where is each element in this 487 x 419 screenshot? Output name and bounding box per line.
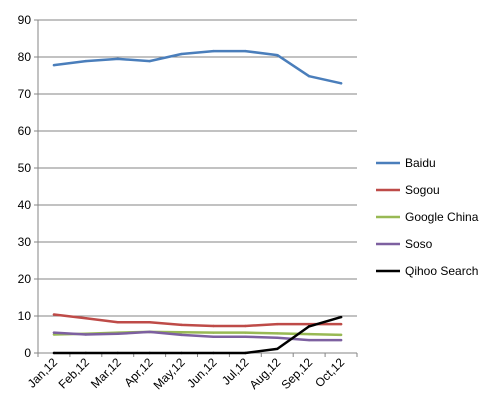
- data-point: [307, 322, 311, 326]
- x-tick-label: Feb,12: [56, 355, 93, 392]
- data-point: [307, 332, 311, 336]
- data-point: [148, 59, 151, 63]
- data-point: [52, 351, 56, 355]
- y-axis-ticks: 0 10 20 30 40 50 60 70 80 90: [18, 13, 38, 360]
- data-point: [339, 333, 343, 337]
- data-point: [339, 82, 343, 85]
- y-tick-label: 0: [24, 346, 31, 360]
- x-tick-label: Oct,12: [312, 355, 347, 390]
- data-point: [276, 322, 279, 326]
- data-point: [244, 331, 247, 334]
- y-tick-label: 20: [18, 272, 32, 286]
- data-point: [212, 335, 215, 338]
- x-tick-label: Aug,12: [247, 355, 284, 392]
- data-point: [116, 321, 119, 324]
- legend-label: Soso: [405, 237, 433, 251]
- data-point: [84, 59, 88, 63]
- data-point: [52, 63, 56, 67]
- x-tick-label: Jun,12: [184, 355, 220, 391]
- x-tick-label: Jan,12: [25, 355, 61, 391]
- y-tick-label: 80: [18, 50, 32, 64]
- data-point: [244, 335, 247, 338]
- data-point: [276, 336, 279, 340]
- series-line-sogou: [52, 313, 343, 328]
- legend-label: Qihoo Search: [405, 264, 478, 278]
- series-line-baidu: [52, 49, 343, 85]
- legend-label: Baidu: [405, 156, 436, 170]
- data-point: [180, 52, 183, 56]
- data-point: [307, 325, 311, 328]
- data-point: [116, 351, 119, 355]
- data-point: [84, 333, 88, 336]
- data-point: [148, 351, 151, 355]
- data-point: [339, 315, 343, 319]
- legend-label: Google China: [405, 210, 479, 224]
- data-point: [180, 331, 183, 334]
- x-tick-label: Mar,12: [88, 355, 124, 391]
- data-point: [276, 347, 279, 351]
- data-point: [84, 317, 88, 320]
- y-tick-label: 10: [18, 309, 32, 323]
- data-point: [180, 333, 183, 337]
- y-tick-label: 90: [18, 13, 32, 27]
- y-tick-label: 60: [18, 124, 32, 138]
- data-point: [116, 57, 119, 61]
- gridlines: [38, 19, 357, 317]
- data-point: [148, 330, 151, 334]
- data-point: [339, 338, 343, 342]
- y-tick-label: 40: [18, 198, 32, 212]
- series-lines: [52, 49, 343, 355]
- data-point: [276, 53, 279, 57]
- data-point: [307, 338, 311, 342]
- data-point: [116, 332, 119, 335]
- series-line-qihoo-search: [52, 315, 343, 355]
- y-tick-label: 50: [18, 161, 32, 175]
- legend-label: Sogou: [405, 183, 440, 197]
- data-point: [52, 331, 56, 334]
- data-point: [212, 331, 215, 334]
- y-tick-label: 30: [18, 235, 32, 249]
- data-point: [244, 351, 247, 355]
- axes: [37, 20, 357, 354]
- y-tick-label: 70: [18, 87, 32, 101]
- x-tick-label: May,12: [151, 355, 188, 392]
- data-point: [52, 333, 56, 336]
- data-point: [276, 332, 279, 335]
- data-point: [52, 313, 56, 316]
- data-point: [180, 323, 183, 327]
- data-point: [148, 321, 151, 324]
- data-point: [244, 49, 247, 53]
- data-point: [212, 351, 215, 355]
- data-point: [84, 351, 88, 355]
- data-point: [212, 324, 215, 328]
- data-point: [307, 75, 311, 78]
- data-point: [180, 351, 183, 355]
- x-tick-label: Apr,12: [121, 355, 156, 390]
- data-point: [212, 49, 215, 53]
- legend: Baidu Sogou Google China Soso Qihoo Search: [376, 156, 479, 278]
- data-point: [339, 322, 343, 326]
- data-point: [244, 324, 247, 328]
- x-tick-label: Sep,12: [278, 355, 315, 392]
